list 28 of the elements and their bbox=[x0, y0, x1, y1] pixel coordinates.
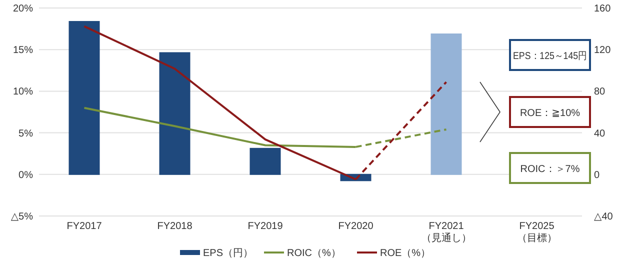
y2-tick-label: 120 bbox=[594, 45, 612, 56]
x-tick-label: FY2020 bbox=[338, 221, 374, 232]
bar bbox=[430, 34, 462, 175]
y-tick-label: 0% bbox=[18, 170, 34, 181]
x-tick-label: FY2021 （見通し） bbox=[421, 221, 472, 244]
bar bbox=[159, 52, 190, 175]
y2-tick-label: △40 bbox=[594, 212, 614, 222]
y-tick-label: △5% bbox=[10, 212, 34, 222]
x-tick-label: FY2025 （目標） bbox=[516, 221, 557, 244]
annotation: ROE：≧10% bbox=[520, 108, 580, 119]
y-tick-label: 15% bbox=[12, 45, 34, 56]
annotation: ROIC：＞7% bbox=[520, 164, 580, 175]
y2-tick-label: 0 bbox=[594, 170, 600, 181]
bar bbox=[250, 148, 281, 175]
legend-label: EPS（円） bbox=[203, 248, 254, 259]
x-tick-label: FY2019 bbox=[248, 221, 284, 232]
x-tick-label: FY2017 bbox=[66, 221, 102, 232]
y2-tick-label: 40 bbox=[594, 128, 606, 140]
legend-label: ROE（%） bbox=[380, 248, 431, 259]
y-tick-label: 5% bbox=[18, 128, 34, 140]
y-tick-label: 10% bbox=[12, 86, 34, 98]
y2-tick-label: 80 bbox=[594, 86, 606, 98]
x-tick-label: FY2018 bbox=[157, 221, 193, 232]
y-tick-label: 20% bbox=[12, 4, 34, 14]
bar bbox=[68, 21, 100, 175]
legend-label: ROIC（%） bbox=[287, 248, 341, 259]
y2-tick-label: 160 bbox=[594, 4, 612, 14]
annotation: EPS：125～145円 bbox=[513, 51, 596, 62]
